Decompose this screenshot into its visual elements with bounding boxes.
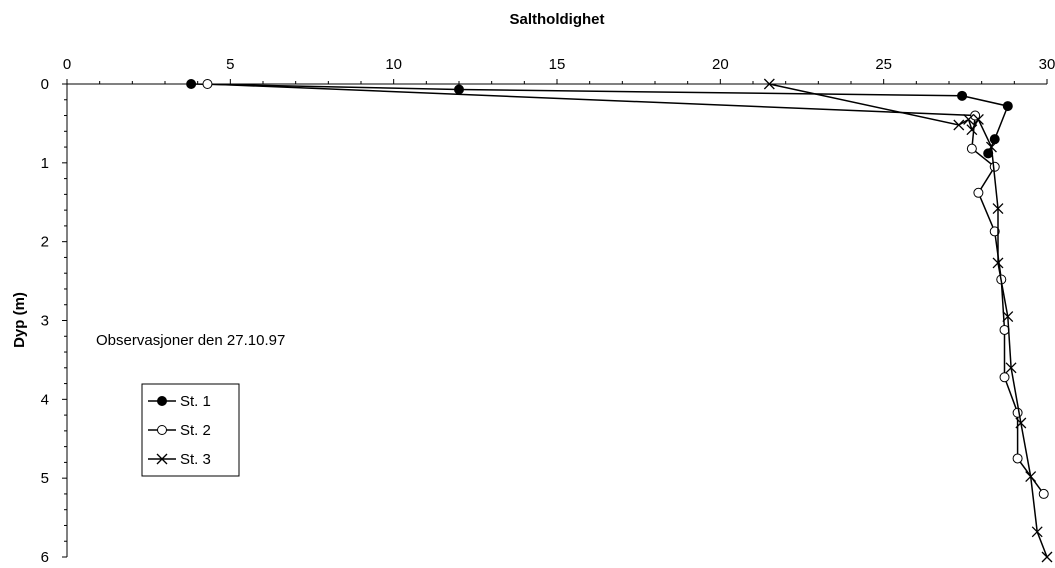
data-point	[989, 226, 1000, 237]
x-marker-stroke	[986, 141, 997, 153]
data-point	[989, 161, 1000, 172]
y-tick-label: 2	[41, 234, 49, 251]
data-point	[986, 141, 997, 153]
data-point	[989, 134, 1000, 145]
data-point	[1031, 526, 1043, 538]
data-point	[186, 79, 197, 89]
x-axis-title: Saltholdighet	[510, 11, 605, 28]
data-point	[1002, 311, 1014, 323]
data-point	[1012, 407, 1023, 418]
data-point	[953, 119, 965, 131]
legend-item: St. 2	[148, 422, 211, 439]
data-point	[454, 84, 464, 95]
x-marker-stroke	[953, 119, 965, 131]
x-axis: 0 5 10 15 20 25 30	[63, 56, 1055, 85]
data-point	[992, 257, 1004, 269]
y-tick-label: 3	[41, 313, 49, 330]
data-point	[1025, 471, 1037, 483]
x-tick-label: 25	[875, 56, 892, 73]
data-point	[202, 79, 213, 89]
data-point	[972, 114, 984, 125]
legend-label: St. 2	[180, 422, 211, 439]
legend-item: St. 3	[148, 451, 211, 468]
data-point	[999, 372, 1010, 383]
series-2	[202, 79, 1049, 499]
series-3	[763, 78, 1053, 563]
x-tick-label: 15	[549, 56, 566, 73]
x-marker-stroke	[1041, 551, 1053, 563]
series-line	[191, 83, 1009, 154]
y-axis: 0 1 2 3 4 5 6	[41, 76, 68, 566]
legend-item: St. 1	[148, 393, 211, 410]
data-point	[999, 324, 1010, 335]
legend-label: St. 1	[180, 393, 211, 410]
data-point	[957, 90, 968, 101]
x-marker-stroke	[972, 114, 984, 125]
data-point	[157, 396, 167, 406]
x-marker-stroke	[1025, 471, 1037, 483]
series-line	[207, 83, 1045, 495]
x-marker-stroke	[1005, 362, 1017, 374]
legend: St. 1 St. 2 St. 3	[141, 383, 240, 477]
data-point	[1005, 362, 1017, 374]
x-marker-stroke	[992, 203, 1004, 215]
y-tick-label: 0	[41, 76, 49, 93]
data-point	[156, 453, 168, 465]
annotation: Observasjoner den 27.10.97	[96, 332, 285, 349]
data-point	[963, 114, 975, 125]
x-marker-stroke	[1031, 526, 1043, 538]
data-point	[1041, 551, 1053, 563]
x-marker-stroke	[1002, 311, 1014, 323]
y-tick-label: 4	[41, 391, 49, 408]
series-group	[186, 78, 1053, 563]
x-tick-label: 20	[712, 56, 729, 73]
x-marker-stroke	[1015, 417, 1027, 429]
y-tick-label: 6	[41, 549, 49, 566]
data-point	[973, 187, 984, 198]
x-tick-label: 5	[226, 56, 234, 73]
data-point	[1015, 417, 1027, 429]
data-point	[1002, 101, 1013, 112]
legend-label: St. 3	[180, 451, 211, 468]
x-marker-stroke	[763, 78, 775, 90]
x-marker-stroke	[963, 114, 975, 125]
y-axis-title: Dyp (m)	[11, 292, 28, 348]
y-tick-label: 1	[41, 155, 49, 172]
x-marker-stroke	[966, 124, 978, 136]
series-line	[769, 83, 1048, 558]
x-tick-label: 0	[63, 56, 71, 73]
x-marker-stroke	[156, 453, 168, 465]
data-point	[763, 78, 775, 90]
x-tick-label: 30	[1039, 56, 1055, 73]
data-point	[1012, 453, 1023, 464]
data-point	[966, 143, 977, 154]
x-marker-stroke	[992, 257, 1004, 269]
data-point	[966, 124, 978, 136]
data-point	[1038, 488, 1049, 499]
y-tick-label: 5	[41, 470, 49, 487]
data-point	[157, 425, 167, 435]
data-point	[992, 203, 1004, 215]
x-tick-label: 10	[385, 56, 402, 73]
series-1	[186, 79, 1013, 159]
